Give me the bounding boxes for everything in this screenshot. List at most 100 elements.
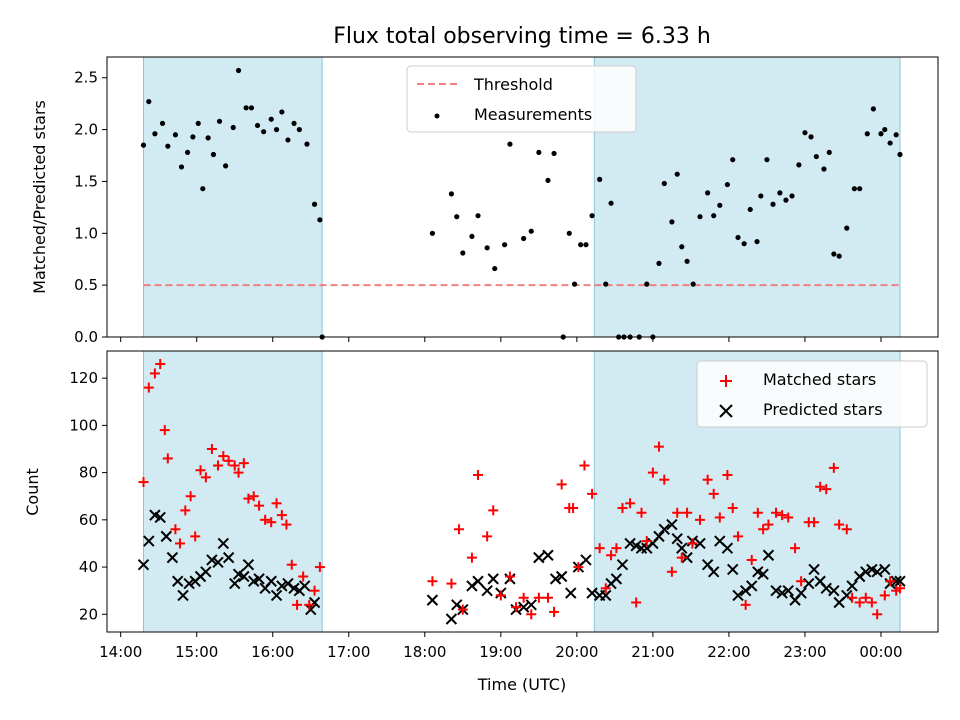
matched-point: [174, 538, 185, 549]
measurement-point: [205, 135, 211, 141]
matched-point: [828, 462, 839, 473]
matched-point: [790, 543, 801, 554]
predicted-point: [666, 518, 678, 531]
matched-point: [708, 488, 719, 499]
count-legend: Matched stars Predicted stars: [696, 360, 928, 428]
predicted-point: [229, 577, 241, 590]
measurement-point: [311, 201, 318, 207]
measurement-point: [448, 191, 455, 197]
matched-point: [143, 382, 154, 393]
measurement-point: [730, 157, 736, 163]
matched-point: [304, 599, 315, 610]
matched-point: [159, 425, 170, 436]
measurement-point: [545, 177, 551, 184]
legend-plus-marker-icon: [720, 375, 732, 387]
predicted-point: [487, 573, 499, 585]
matched-point: [229, 460, 240, 471]
measurement-point: [165, 143, 171, 149]
matched-point: [309, 585, 320, 596]
matched-point: [815, 481, 826, 492]
matched-point: [466, 552, 477, 563]
measurement-point: [279, 109, 285, 115]
measurement-point: [210, 151, 217, 158]
matched-point: [238, 458, 249, 469]
count-y-ticks: 20 40 60 80 100 120: [69, 369, 107, 623]
matched-point: [180, 505, 191, 516]
measurement-point: [216, 118, 223, 124]
y-tick-label: 1.0: [74, 224, 98, 242]
matched-point: [695, 514, 706, 525]
predicted-point: [270, 589, 283, 602]
measurement-point: [747, 206, 753, 213]
measurement-point: [223, 163, 229, 169]
matched-point: [495, 590, 506, 601]
measurement-point: [589, 213, 595, 219]
measurement-point: [882, 126, 888, 133]
measurement-point: [897, 151, 903, 158]
matched-point: [427, 576, 438, 587]
measurement-point: [429, 230, 436, 236]
observing-window-band: [593, 56, 901, 338]
matched-point: [446, 578, 457, 589]
predicted-point: [533, 551, 545, 564]
matched-point: [714, 512, 725, 523]
matched-point: [860, 592, 871, 603]
count-panel: 20 40 60 80 100 120 14:00 15:00 16:00 17:00 18:00…: [23, 350, 939, 694]
ratio-y-label: Matched/Predicted stars: [30, 100, 49, 294]
predicted-point: [658, 523, 671, 535]
predicted-point: [445, 613, 458, 625]
measurement-point: [656, 260, 662, 266]
matched-point: [727, 503, 738, 514]
matched-point: [733, 531, 744, 542]
matched-point: [847, 592, 858, 603]
measurement-point: [724, 181, 730, 188]
observing-windows: [142, 56, 901, 338]
measurement-point: [597, 176, 603, 182]
matched-point: [170, 524, 181, 535]
measurement-point: [296, 126, 302, 133]
matched-point: [594, 543, 605, 554]
measurement-point: [857, 186, 863, 192]
matched-point: [746, 554, 757, 565]
measurement-point: [460, 250, 466, 256]
matched-point: [213, 460, 224, 471]
matched-point: [488, 505, 499, 516]
measurement-point: [669, 219, 675, 225]
predicted-point: [681, 551, 693, 564]
predicted-point: [776, 587, 788, 599]
matched-point: [676, 552, 687, 563]
matched-point: [740, 599, 751, 610]
predicted-point: [183, 577, 195, 590]
matched-point: [260, 514, 271, 525]
measurement-point: [808, 134, 814, 140]
matched-point: [872, 609, 883, 620]
predicted-point: [610, 573, 623, 585]
predicted-point: [525, 599, 537, 611]
matched-point: [271, 498, 282, 509]
predicted-point: [762, 549, 775, 561]
matched-point: [542, 592, 553, 603]
legend-measurements-label: Measurements: [474, 105, 592, 124]
measurement-point: [268, 116, 274, 122]
y-tick-label: 80: [79, 464, 98, 482]
matched-point: [579, 460, 590, 471]
predicted-point: [795, 587, 807, 599]
measurement-point: [230, 124, 236, 131]
legend-threshold-label: Threshold: [473, 75, 553, 94]
matched-point: [518, 592, 529, 603]
measurement-point: [254, 122, 261, 129]
predicted-point: [426, 594, 439, 606]
measurement-point: [770, 201, 776, 207]
matched-point: [702, 474, 713, 485]
matched-point: [162, 453, 173, 464]
matched-point: [606, 550, 617, 561]
measurement-point: [826, 149, 832, 156]
predicted-point: [276, 580, 288, 592]
matched-point: [682, 507, 693, 518]
x-tick-label: 19:00: [479, 643, 522, 661]
matched-point: [190, 531, 201, 542]
measurement-point: [697, 214, 703, 220]
predicted-point: [616, 558, 629, 571]
measurement-point: [578, 242, 584, 248]
x-tick-label: 18:00: [403, 643, 446, 661]
